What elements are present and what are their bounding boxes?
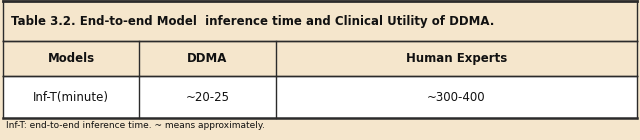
Text: ~20-25: ~20-25 [186, 91, 230, 104]
Text: Models: Models [48, 52, 95, 65]
Text: Table 3.2. End-to-end Model  inference time and Clinical Utility of DDMA.: Table 3.2. End-to-end Model inference ti… [11, 15, 494, 28]
Bar [3, 76, 637, 118]
Bar [3, 41, 637, 76]
Text: DDMA: DDMA [188, 52, 228, 65]
Text: Inf-T(minute): Inf-T(minute) [33, 91, 109, 104]
Bar [3, 1, 637, 41]
Text: Inf-T: end-to-end inference time. ~ means approximately.: Inf-T: end-to-end inference time. ~ mean… [6, 121, 265, 130]
Text: Human Experts: Human Experts [406, 52, 507, 65]
Text: ~300-400: ~300-400 [427, 91, 486, 104]
